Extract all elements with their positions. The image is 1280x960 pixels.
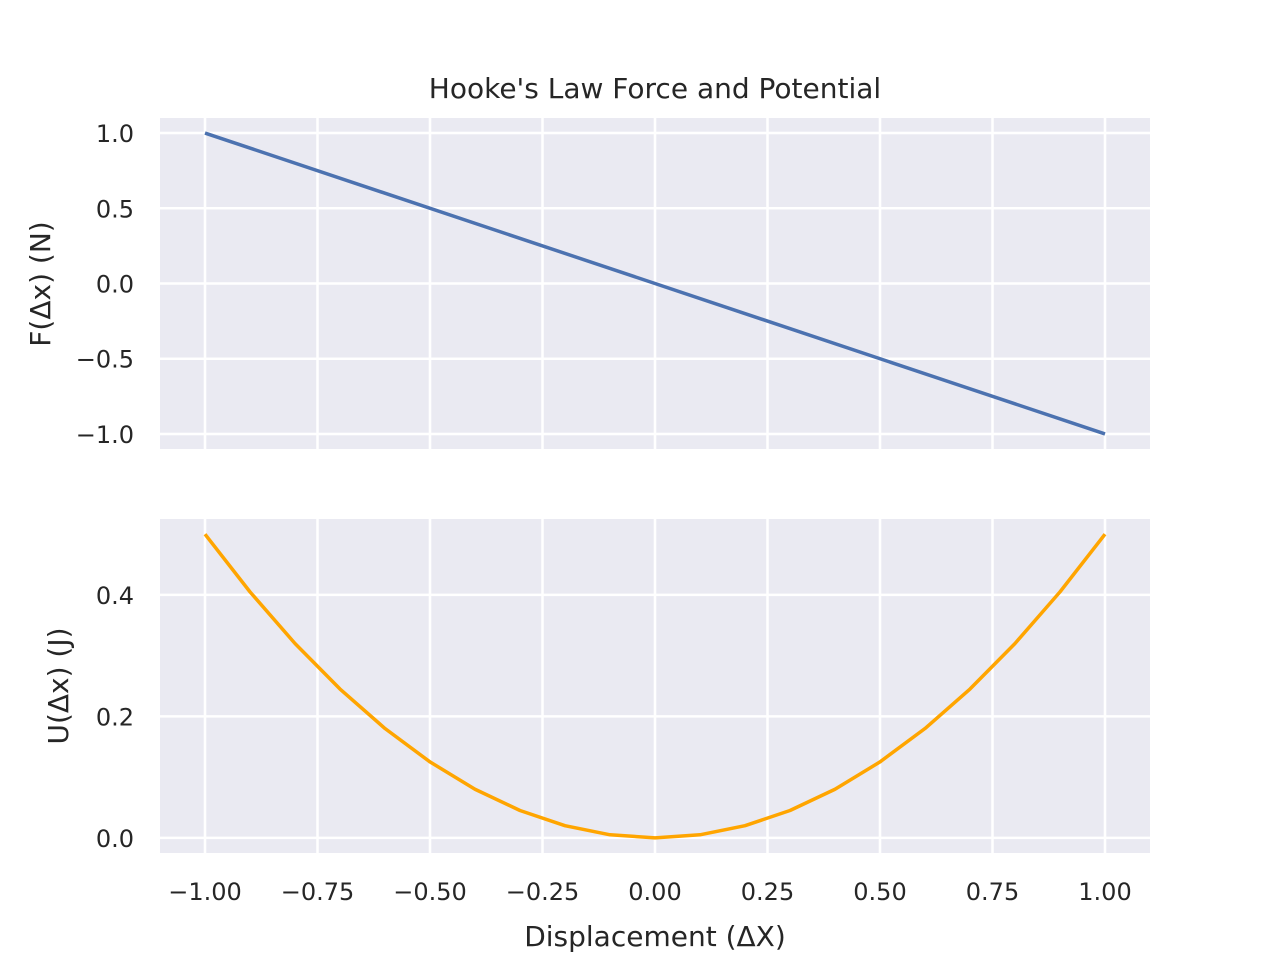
- force-y-tick-label: 0.0: [96, 271, 134, 299]
- force-series-line: [204, 131, 1106, 436]
- x-tick-label: 0.25: [741, 878, 794, 906]
- x-tick-label: −0.75: [281, 878, 355, 906]
- chart-title: Hooke's Law Force and Potential: [429, 72, 881, 105]
- x-tick-label: 1.00: [1078, 878, 1131, 906]
- force-y-axis-label: F(Δx) (N): [24, 221, 57, 346]
- potential-series: [203, 533, 1107, 840]
- potential-y-axis-label: U(Δx) (J): [42, 627, 75, 744]
- x-tick-label: −0.50: [393, 878, 467, 906]
- force-y-tick-labels: 1.0 0.5 0.0 −0.5 −1.0: [76, 120, 134, 449]
- x-tick-label: 0.50: [853, 878, 906, 906]
- force-y-tick-label: −0.5: [76, 346, 134, 374]
- potential-y-tick-label: 0.0: [96, 825, 134, 853]
- x-axis-label: Displacement (ΔX): [524, 920, 786, 953]
- x-tick-label: 0.00: [628, 878, 681, 906]
- potential-y-tick-label: 0.2: [96, 703, 134, 731]
- x-tick-label: 0.75: [966, 878, 1019, 906]
- x-tick-label: −1.00: [168, 878, 242, 906]
- force-grid: [160, 118, 1150, 449]
- force-subplot: 1.0 0.5 0.0 −0.5 −1.0 Hooke's Law Force and …: [24, 72, 1150, 449]
- potential-y-tick-label: 0.4: [96, 582, 134, 610]
- force-y-tick-label: −1.0: [76, 421, 134, 449]
- potential-y-tick-labels: 0.4 0.2 0.0: [96, 582, 134, 853]
- force-y-tick-label: 1.0: [96, 120, 134, 148]
- potential-x-tick-labels: −1.00 −0.75 −0.50 −0.25 0.00 0.25 0.50 0.75 1.00: [168, 878, 1131, 906]
- force-series: [204, 131, 1106, 436]
- force-y-tick-label: 0.5: [96, 195, 134, 223]
- potential-subplot: 0.4 0.2 0.0 −1.00 −0.75 −0.50 −0.25 0.00 0.25 0.…: [42, 519, 1150, 953]
- potential-series-line: [203, 533, 1107, 840]
- x-tick-label: −0.25: [506, 878, 580, 906]
